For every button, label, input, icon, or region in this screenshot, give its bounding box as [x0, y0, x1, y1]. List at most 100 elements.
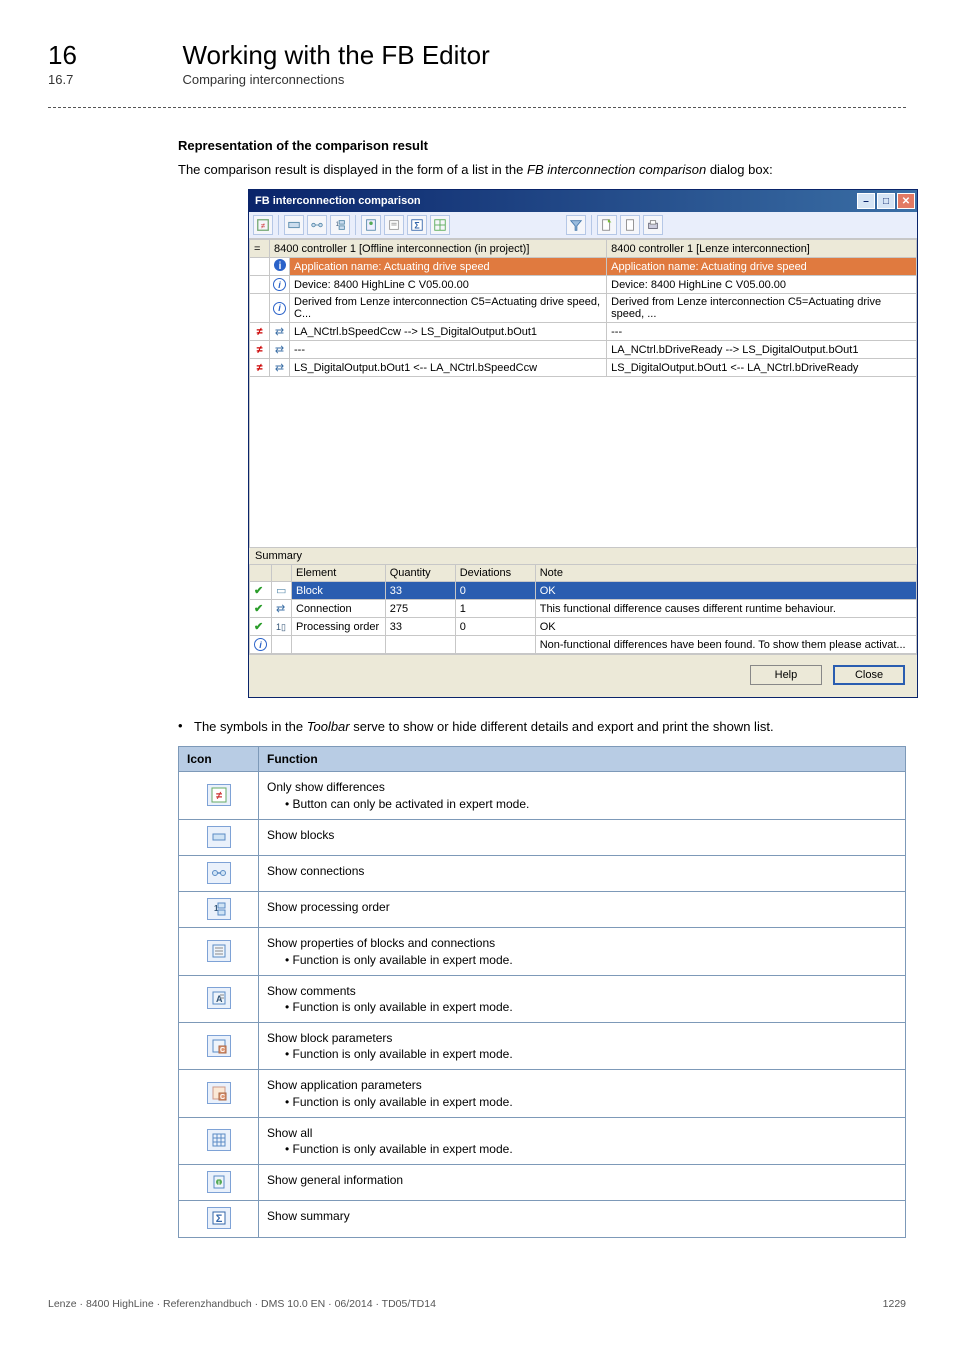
toolbar-order-icon[interactable]: 1	[330, 215, 350, 235]
info-icon: i	[254, 638, 267, 651]
summary-table: Element Quantity Deviations Note ✔ ▭ Blo…	[249, 564, 917, 654]
sum-note: This functional difference causes differ…	[535, 600, 916, 618]
right-header: 8400 controller 1 [Lenze interconnection…	[607, 240, 917, 258]
row-left: ---	[290, 341, 607, 359]
row-right: LA_NCtrl.bDriveReady --> LS_DigitalOutpu…	[607, 341, 917, 359]
fn-main: Show block parameters	[267, 1030, 897, 1046]
toolbar-conn-icon[interactable]	[307, 215, 327, 235]
svg-text:≠: ≠	[215, 790, 221, 802]
fn-row: i Show general information	[179, 1165, 906, 1201]
fn-row: CShow block parameters• Function is only…	[179, 1023, 906, 1070]
fn-icon-cell: C	[179, 1070, 259, 1117]
table-row[interactable]: i Application name: Actuating drive spee…	[250, 258, 917, 276]
fn-icon-cell: ≠	[179, 772, 259, 819]
divider	[48, 107, 906, 108]
fn-desc-cell: Show properties of blocks and connection…	[259, 928, 906, 975]
ok-icon: ✔	[254, 621, 263, 633]
close-button[interactable]: ✕	[897, 193, 915, 209]
row-left: Derived from Lenze interconnection C5=Ac…	[290, 294, 607, 323]
maximize-button[interactable]: □	[877, 193, 895, 209]
footer-left: Lenze · 8400 HighLine · Referenzhandbuch…	[48, 1298, 436, 1310]
fn-sub: • Function is only available in expert m…	[285, 1141, 897, 1157]
toolbar-new-icon[interactable]	[620, 215, 640, 235]
fn-row: Show blocks	[179, 819, 906, 855]
row-right: LS_DigitalOutput.bOut1 <-- LA_NCtrl.bDri…	[607, 359, 917, 377]
fn-icon-cell: Σ	[179, 1201, 259, 1237]
sum-dev: 0	[455, 582, 535, 600]
fn-icon-cell	[179, 855, 259, 891]
toolbar-blocks-icon[interactable]	[284, 215, 304, 235]
summary-row[interactable]: ✔ 1▯ Processing order 33 0 OK	[250, 618, 917, 636]
intro-text-before: The comparison result is displayed in th…	[178, 162, 527, 177]
sum-qty: 33	[385, 618, 455, 636]
row-left: Application name: Actuating drive speed	[290, 258, 607, 276]
sum-note: Non-functional differences have been fou…	[535, 636, 916, 654]
toolbar-filter-icon[interactable]	[566, 215, 586, 235]
fn-row: A Show comments• Function is only availab…	[179, 975, 906, 1022]
dialog-titlebar: FB interconnection comparison – □ ✕	[249, 190, 917, 212]
help-button[interactable]: Help	[750, 665, 822, 685]
fn-main: Show comments	[267, 983, 897, 999]
close-button[interactable]: Close	[833, 665, 905, 685]
blank-area	[249, 377, 917, 547]
fn-row: ≠Only show differences• Button can only …	[179, 772, 906, 819]
fn-row: Show all• Function is only available in …	[179, 1117, 906, 1164]
minimize-button[interactable]: –	[857, 193, 875, 209]
fn-h-icon: Icon	[179, 747, 259, 772]
page-header: 16 Working with the FB Editor 16.7 Compa…	[48, 40, 906, 89]
toolbar-export-icon[interactable]	[597, 215, 617, 235]
fn-main: Show connections	[267, 863, 897, 879]
fn-sub: • Function is only available in expert m…	[285, 952, 897, 968]
table-row[interactable]: i Device: 8400 HighLine C V05.00.00 Devi…	[250, 276, 917, 294]
toolbar-sigma-icon[interactable]: Σ	[407, 215, 427, 235]
summary-row[interactable]: i Non-functional differences have been f…	[250, 636, 917, 654]
fn-icon-cell	[179, 819, 259, 855]
sum-dev: 1	[455, 600, 535, 618]
eq-header: =	[250, 240, 270, 258]
comments-icon: A	[207, 987, 231, 1009]
table-row[interactable]: ≠ ⇄ --- LA_NCtrl.bDriveReady --> LS_Digi…	[250, 341, 917, 359]
blocks-icon	[207, 826, 231, 848]
sum-dev: 0	[455, 618, 535, 636]
svg-text:C: C	[219, 1047, 224, 1054]
fn-icon-cell: i	[179, 1165, 259, 1201]
table-row[interactable]: i Derived from Lenze interconnection C5=…	[250, 294, 917, 323]
bullet-after: serve to show or hide different details …	[350, 719, 774, 734]
toolbar-grid-icon[interactable]	[430, 215, 450, 235]
dialog-title: FB interconnection comparison	[255, 195, 855, 207]
conns-icon	[207, 862, 231, 884]
toolbar-diff-icon[interactable]: ≠	[253, 215, 273, 235]
chapter-title: Working with the FB Editor	[182, 40, 489, 70]
row-left: LA_NCtrl.bSpeedCcw --> LS_DigitalOutput.…	[290, 323, 607, 341]
section-title: Comparing interconnections	[182, 72, 344, 87]
conn-icon: ⇄	[275, 326, 284, 338]
toolbar-separator	[278, 215, 279, 235]
fn-desc-cell: Show general information	[259, 1165, 906, 1201]
bullet-item: • The symbols in the Toolbar serve to sh…	[178, 718, 906, 736]
fn-desc-cell: Show comments• Function is only availabl…	[259, 975, 906, 1022]
summary-row[interactable]: ✔ ▭ Block 33 0 OK	[250, 582, 917, 600]
toolbar-info-icon[interactable]	[361, 215, 381, 235]
toolbar-print-icon[interactable]	[643, 215, 663, 235]
fn-desc-cell: Show connections	[259, 855, 906, 891]
appparam-icon: C	[207, 1082, 231, 1104]
sum-el: Block	[292, 582, 386, 600]
page-footer: Lenze · 8400 HighLine · Referenzhandbuch…	[48, 1298, 906, 1310]
geninfo-icon: i	[207, 1171, 231, 1193]
section-number: 16.7	[48, 72, 178, 87]
fn-desc-cell: Show blocks	[259, 819, 906, 855]
table-row[interactable]: ≠ ⇄ LA_NCtrl.bSpeedCcw --> LS_DigitalOut…	[250, 323, 917, 341]
neq-icon: ≠	[256, 344, 262, 356]
sum-qty: 275	[385, 600, 455, 618]
summary-row[interactable]: ✔ ⇄ Connection 275 1 This functional dif…	[250, 600, 917, 618]
toolbar-text-icon[interactable]	[384, 215, 404, 235]
table-row[interactable]: ≠ ⇄ LS_DigitalOutput.bOut1 <-- LA_NCtrl.…	[250, 359, 917, 377]
summary-icon: Σ	[207, 1207, 231, 1229]
fn-main: Show properties of blocks and connection…	[267, 935, 897, 951]
sum-note: OK	[535, 582, 916, 600]
block-icon: ▭	[276, 585, 286, 597]
fn-icon-cell	[179, 1117, 259, 1164]
conn-icon: ⇄	[276, 603, 285, 615]
fn-row: C Show application parameters• Function i…	[179, 1070, 906, 1117]
fn-desc-cell: Show application parameters• Function is…	[259, 1070, 906, 1117]
